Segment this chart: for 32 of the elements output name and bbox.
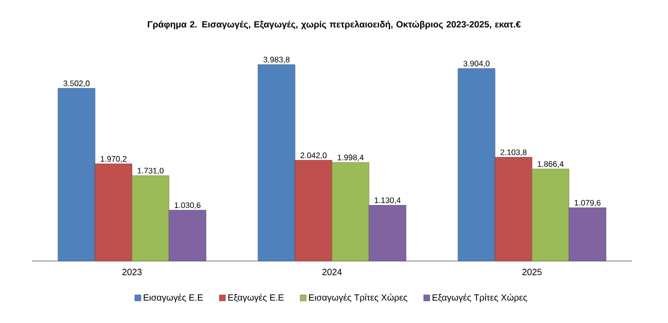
legend-label: Εξαγωγές Ε.Ε <box>228 294 284 302</box>
legend-label: Εισαγωγές Τρίτες Χώρες <box>309 294 408 302</box>
bar <box>132 175 170 262</box>
data-label: 3.904,0 <box>463 60 490 68</box>
x-tick-label: 2023 <box>122 268 142 276</box>
legend-label: Εξαγωγές Τρίτες Χώρες <box>432 294 528 302</box>
bar <box>458 68 496 262</box>
data-label: 1.130,4 <box>374 197 401 204</box>
data-label: 1.866,4 <box>538 161 564 168</box>
data-label: 2.042,0 <box>300 152 327 160</box>
chart-title: Γράφημα 2. Εισαγωγές, Εξαγωγές, χωρίς πετρελαιοειδή, Οκτώβριος 2023-2025, εκατ.€ <box>148 20 521 30</box>
data-label: 1.079,6 <box>574 200 600 207</box>
data-label: 1.998,4 <box>338 154 364 162</box>
x-tick-label: 2025 <box>522 268 542 276</box>
bar <box>294 160 332 262</box>
x-tick-label: 2024 <box>322 268 342 276</box>
data-label: 3.502,0 <box>63 80 90 88</box>
bar <box>494 157 532 262</box>
data-label: 3.983,8 <box>263 56 290 64</box>
data-label: 1.731,0 <box>138 168 164 174</box>
bar <box>368 205 406 262</box>
bar <box>94 164 132 262</box>
bar <box>168 210 206 262</box>
bar <box>332 162 370 262</box>
bar <box>532 168 570 262</box>
legend-label: Εισαγωγές Ε.Ε <box>144 294 203 302</box>
data-label: 1.970,2 <box>100 156 126 163</box>
bar <box>568 208 606 262</box>
data-label: 1.030,6 <box>174 202 200 209</box>
bar <box>258 64 296 262</box>
data-label: 2.103,8 <box>500 149 526 156</box>
bar <box>58 88 96 262</box>
